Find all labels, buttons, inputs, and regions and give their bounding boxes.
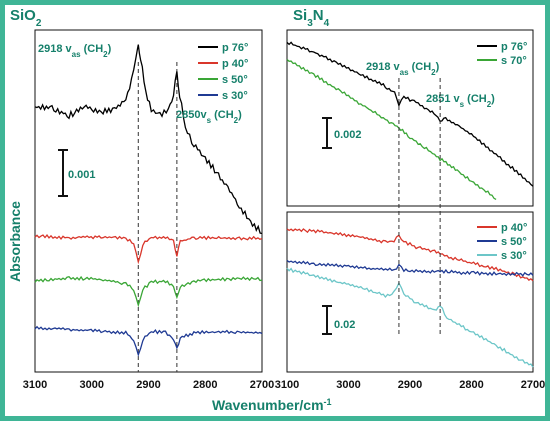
legend-label: p 40° <box>501 222 527 234</box>
si3n4-scale-label: 0.002 <box>334 129 362 141</box>
sio2-panel: SiO2 2918 vas (CH2) 2850vs (CH2) p 76° p 4… <box>10 7 274 391</box>
sio2-plot-frame <box>34 29 263 373</box>
x-tick-label: 2700 <box>521 379 545 391</box>
series-line-s-70- <box>286 59 497 200</box>
si3n4-lower-panel: p 40° s 50° s 30° 0.02 3100 3000 2900 2800 270… <box>275 211 545 391</box>
series-line-s-30- <box>286 267 534 368</box>
si3n4-legend: p 76° s 70° <box>477 41 527 67</box>
sio2-annotations: 2918 vas (CH2) 2850vs (CH2) <box>38 43 242 125</box>
si3n4-panel: Si3N4 2918 vas (CH2) 2851 vs (CH2) p 76° s… <box>286 7 534 207</box>
series-line-p-76- <box>34 44 263 235</box>
x-tick-label: 3000 <box>336 379 360 391</box>
series-line-p-76- <box>286 41 534 187</box>
si3n4-lower-x-ticks: 3100 3000 2900 2800 2700 <box>275 379 545 391</box>
x-tick-label: 3100 <box>275 379 299 391</box>
si3n4-lower-scale-label: 0.02 <box>334 319 355 331</box>
legend-label: s 30° <box>222 90 248 102</box>
x-tick-label: 2800 <box>193 379 217 391</box>
annotation-2918-vas: 2918 vas (CH2) <box>38 43 112 59</box>
series-line-s-30- <box>34 325 263 357</box>
series-line-p-40- <box>34 234 263 265</box>
series-line-s-50- <box>286 259 534 277</box>
annotation-2851-vs: 2851 vs (CH2) <box>426 93 495 109</box>
series-line-p-40- <box>286 228 534 282</box>
sio2-peak-lines <box>137 62 178 372</box>
x-tick-label: 3000 <box>80 379 104 391</box>
sio2-legend: p 76° p 40° s 50° s 30° <box>198 42 248 102</box>
sio2-scale-label: 0.001 <box>68 169 96 181</box>
si3n4-lower-series-group <box>286 228 534 368</box>
si3n4-peak-lines <box>398 78 441 335</box>
legend-label: s 50° <box>222 74 248 86</box>
sio2-series-group <box>34 44 263 357</box>
x-tick-label: 2800 <box>459 379 483 391</box>
legend-label: p 40° <box>222 58 248 70</box>
si3n4-plot-frame <box>286 29 534 207</box>
annotation-2850-vs: 2850vs (CH2) <box>176 109 242 125</box>
sio2-x-ticks: 3100 3000 2900 2800 2700 <box>23 379 274 391</box>
legend-label: s 30° <box>501 250 527 262</box>
si3n4-lower-scale-bar: 0.02 <box>322 305 355 335</box>
x-tick-label: 3100 <box>23 379 47 391</box>
si3n4-lower-legend: p 40° s 50° s 30° <box>477 222 527 262</box>
legend-label: p 76° <box>501 41 527 53</box>
x-tick-label: 2900 <box>398 379 422 391</box>
si3n4-annotations: 2918 vas (CH2) 2851 vs (CH2) <box>366 61 495 109</box>
y-axis-label: Absorbance <box>7 201 23 282</box>
si3n4-lower-plot-frame <box>286 211 534 373</box>
x-tick-label: 2700 <box>250 379 274 391</box>
sio2-scale-bar: 0.001 <box>58 149 96 197</box>
legend-label: p 76° <box>222 42 248 54</box>
legend-label: s 70° <box>501 55 527 67</box>
annotation-2918-vas: 2918 vas (CH2) <box>366 61 440 77</box>
sio2-title: SiO2 <box>10 7 42 29</box>
x-axis-label: Wavenumber/cm-1 <box>212 397 332 413</box>
x-tick-label: 2900 <box>136 379 160 391</box>
series-line-s-50- <box>34 275 263 308</box>
si3n4-scale-bar: 0.002 <box>322 117 362 149</box>
si3n4-title: Si3N4 <box>293 7 330 29</box>
si3n4-series-group <box>286 41 534 200</box>
legend-label: s 50° <box>501 236 527 248</box>
